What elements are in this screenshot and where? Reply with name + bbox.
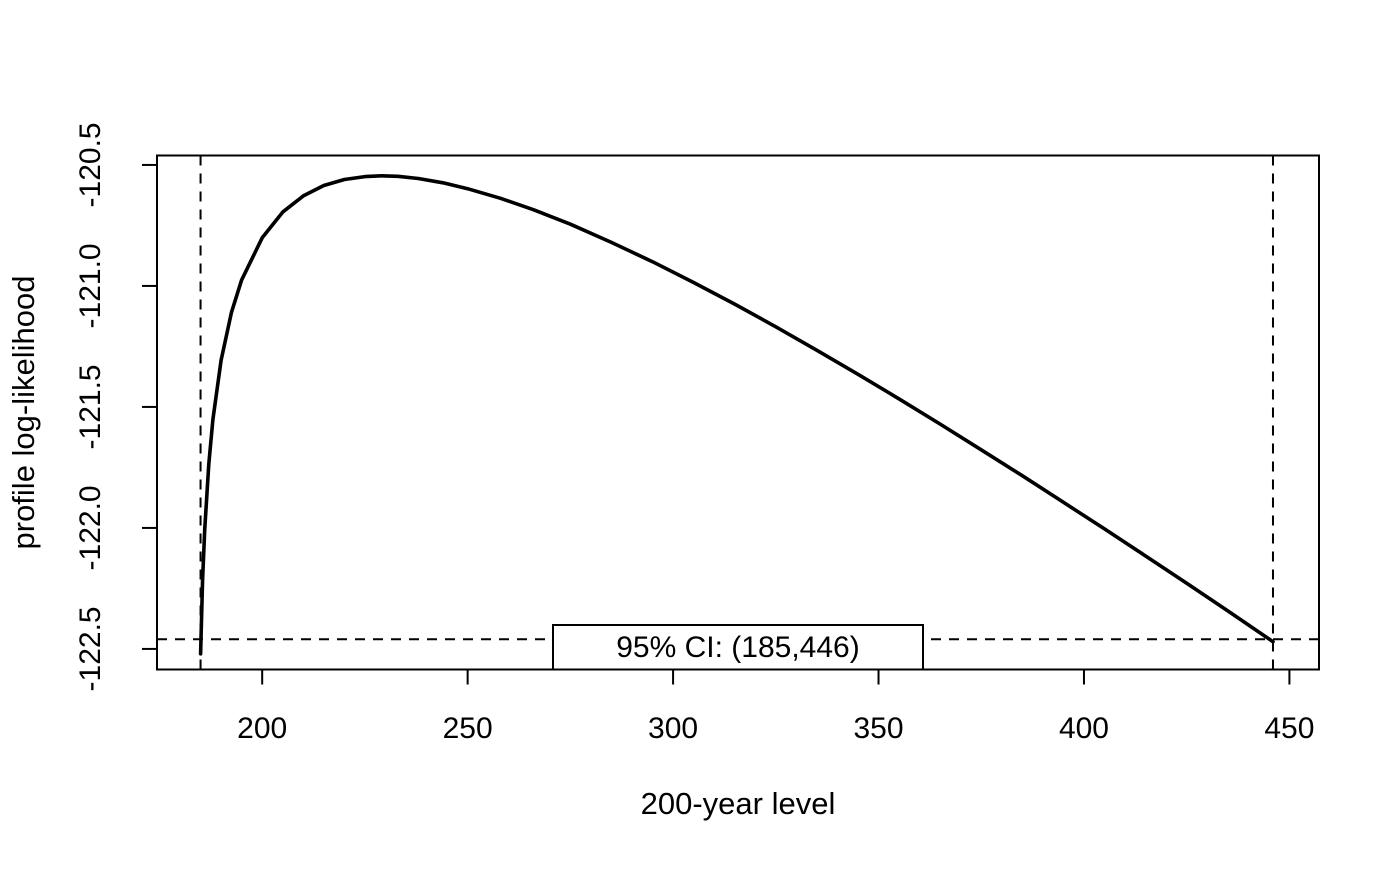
y-tick-label: -122.0 bbox=[74, 485, 107, 570]
x-tick-label: 200 bbox=[237, 712, 287, 745]
legend-box bbox=[552, 624, 924, 671]
x-tick-label: 400 bbox=[1059, 712, 1109, 745]
y-axis-tick-labels: -122.5 -122.0 -121.5 -121.0 -120.5 bbox=[74, 122, 107, 691]
y-tick-label: -120.5 bbox=[74, 122, 107, 207]
x-axis-title: 200-year level bbox=[641, 786, 836, 821]
y-tick-label: -121.0 bbox=[74, 243, 107, 328]
plot-area-border bbox=[156, 154, 1320, 671]
profile-loglik-curve bbox=[198, 174, 1275, 656]
y-axis-title: profile log-likelihood bbox=[6, 276, 41, 550]
y-tick-label: -122.5 bbox=[74, 606, 107, 691]
x-tick-label: 250 bbox=[443, 712, 493, 745]
profile-loglik-line bbox=[198, 174, 1275, 656]
x-tick-label: 450 bbox=[1264, 712, 1314, 745]
ci-dashed-lines bbox=[157, 155, 1319, 670]
x-tick-label: 350 bbox=[853, 712, 903, 745]
legend: 95% CI: (185,446) bbox=[552, 624, 924, 671]
x-tick-label: 300 bbox=[648, 712, 698, 745]
legend-label: 95% CI: (185,446) bbox=[616, 631, 859, 664]
y-axis-ticks bbox=[142, 163, 157, 650]
x-axis-tick-labels: 200 250 300 350 400 450 bbox=[237, 712, 1314, 745]
x-axis-ticks bbox=[261, 669, 1291, 685]
y-tick-label: -121.5 bbox=[74, 364, 107, 449]
